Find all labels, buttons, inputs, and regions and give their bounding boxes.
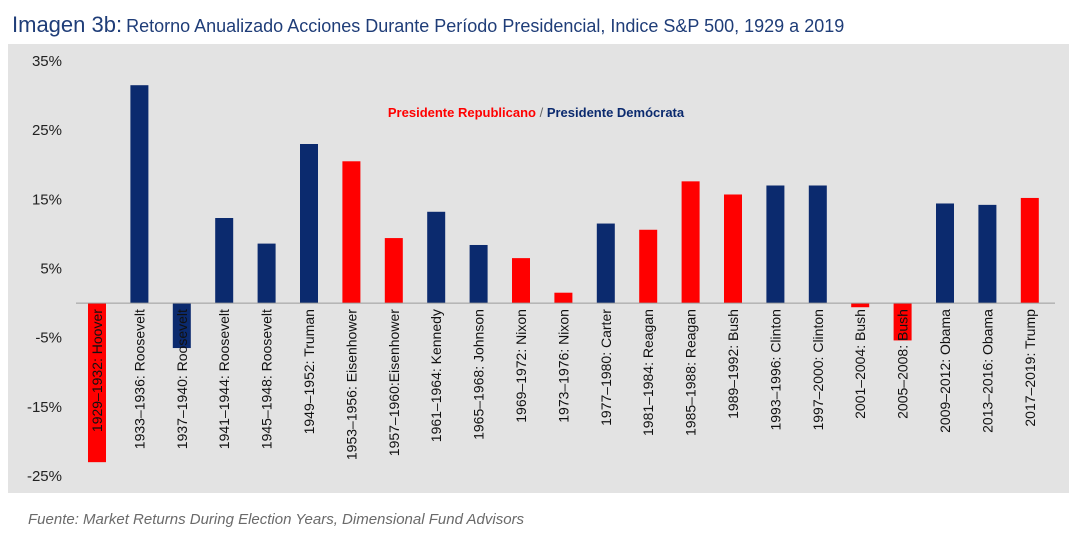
bar <box>893 303 912 341</box>
title-prefix: Imagen 3b: <box>12 12 123 37</box>
legend: Presidente Republicano / Presidente Demó… <box>388 105 685 120</box>
bar <box>596 223 615 304</box>
legend-separator: / <box>536 105 547 120</box>
y-tick-label: -25% <box>27 468 62 485</box>
category-label: 1937–1940: Roosevelt <box>174 309 190 449</box>
bar <box>851 303 870 308</box>
legend-democrat: Presidente Demócrata <box>547 105 685 120</box>
y-tick-label: -15% <box>27 399 62 416</box>
category-label: 1957–1960:Eisenhower <box>386 309 402 456</box>
bars <box>88 85 1039 463</box>
y-axis: 35% 25% 15% 5% -5% -15% -25% <box>27 53 62 485</box>
plot-area-background <box>8 44 1069 493</box>
chart-title: Imagen 3b: Retorno Anualizado Acciones Du… <box>12 12 844 38</box>
bar <box>130 85 149 304</box>
category-label: 1953–1956: Eisenhower <box>343 309 359 460</box>
category-label: 1989–1992: Bush <box>725 309 741 419</box>
category-label: 1985–1988: Reagan <box>683 309 699 436</box>
category-labels: 1929–1932: Hoover 1933–1936: Roosevelt 193… <box>89 309 1038 460</box>
category-label: 1933–1936: Roosevelt <box>131 309 147 449</box>
bar <box>427 211 446 304</box>
bar <box>554 292 573 304</box>
bar <box>88 303 106 463</box>
bar <box>384 238 403 304</box>
category-label: 1949–1952: Truman <box>301 309 317 434</box>
y-tick-label: 15% <box>32 191 62 208</box>
bar <box>724 194 742 304</box>
bar <box>1020 197 1039 304</box>
bar <box>681 181 700 304</box>
bar <box>512 258 530 304</box>
bar <box>257 243 276 304</box>
source-note: Fuente: Market Returns During Election Y… <box>28 511 525 528</box>
category-label: 1961–1964: Kennedy <box>428 309 444 442</box>
title-main: Retorno Anualizado Acciones Durante Perí… <box>126 16 845 36</box>
category-label: 1941–1944: Roosevelt <box>216 309 232 449</box>
bar <box>300 144 318 304</box>
y-tick-label: 25% <box>32 122 62 139</box>
legend-republican: Presidente Republicano <box>388 105 536 120</box>
category-label: 1969–1972: Nixon <box>513 309 529 423</box>
category-label: 1981–1984: Reagan <box>640 309 656 436</box>
y-tick-label: -5% <box>35 330 62 347</box>
y-tick-label: 35% <box>32 53 62 70</box>
category-label: 1965–1968: Johnson <box>471 309 487 440</box>
category-label: 1945–1948: Roosevelt <box>259 309 275 449</box>
category-label: 2017–2019: Trump <box>1022 309 1038 427</box>
category-label: 2009–2012: Obama <box>937 309 953 433</box>
category-label: 2013–2016: Obama <box>979 309 995 433</box>
y-tick-label: 5% <box>40 261 62 278</box>
bar <box>172 303 191 349</box>
category-label: 1997–2000: Clinton <box>810 309 826 430</box>
category-label: 1977–1980: Carter <box>598 309 614 426</box>
bar <box>936 203 954 304</box>
category-label: 1973–1976: Nixon <box>555 309 571 423</box>
bar <box>639 229 658 304</box>
category-label: 1993–1996: Clinton <box>767 309 783 430</box>
bar <box>978 204 997 304</box>
bar <box>215 218 234 304</box>
category-label: 1929–1932: Hoover <box>89 309 105 432</box>
category-label: 2005–2008: Bush <box>895 309 911 419</box>
bar <box>342 161 361 304</box>
bar <box>808 185 827 304</box>
bar <box>766 185 785 304</box>
bar <box>469 244 488 304</box>
category-label: 2001–2004: Bush <box>852 309 868 419</box>
